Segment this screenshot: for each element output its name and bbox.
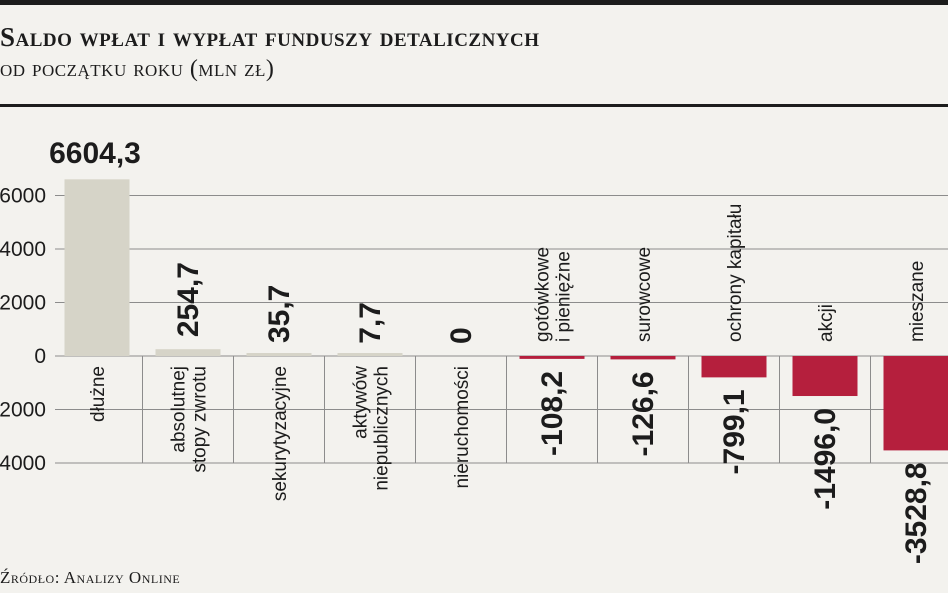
data-label: -799,1 — [718, 389, 751, 474]
category-label: stopy zwrotu — [190, 366, 211, 473]
category-label: sekurytyzacyjne — [270, 366, 291, 501]
category-label: ochrony kapitału — [725, 204, 746, 342]
data-label: -108,2 — [536, 371, 569, 456]
y-tick-label: -2000 — [0, 399, 46, 422]
category-label: i pieniężne — [554, 251, 575, 342]
category-label: dłużne — [88, 366, 109, 422]
data-label: 254,7 — [172, 262, 205, 337]
bar — [155, 349, 221, 356]
category-label: surowcowe — [634, 247, 655, 342]
header-rule — [0, 104, 948, 107]
top-rule — [0, 0, 948, 5]
category-label: akcji — [816, 304, 837, 342]
bar — [610, 356, 676, 360]
chart-subtitle: od początku roku (mln zł) — [0, 56, 275, 82]
category-label: niepublicznych — [372, 366, 393, 491]
data-label: 0 — [445, 327, 478, 344]
category-label: gotówkowe — [533, 247, 554, 342]
category-label: absolutnej — [169, 366, 190, 453]
y-tick-label: -4000 — [0, 452, 46, 475]
data-label: -1496,0 — [809, 408, 842, 510]
bar — [792, 356, 858, 397]
data-label: -126,6 — [627, 371, 660, 456]
y-tick-label: 2000 — [0, 292, 46, 315]
bar — [701, 356, 767, 378]
category-label: aktywów — [351, 366, 372, 439]
data-label: -3528,8 — [900, 462, 933, 564]
data-label: 7,7 — [354, 302, 387, 344]
category-label: nieruchomości — [452, 366, 473, 489]
bar — [519, 356, 585, 359]
data-label: 35,7 — [263, 285, 296, 343]
y-tick-label: 0 — [34, 345, 46, 368]
data-label: 6604,3 — [49, 137, 141, 170]
chart-title: Saldo wpłat i wypłat funduszy detaliczny… — [0, 22, 540, 52]
bar — [64, 179, 130, 356]
category-label: mieszane — [907, 261, 928, 342]
source-note: Źródło: Analizy Online — [0, 568, 181, 587]
bar — [246, 353, 312, 356]
y-tick-label: 6000 — [0, 185, 46, 208]
bar — [883, 356, 948, 451]
y-tick-label: 4000 — [0, 238, 46, 261]
bar — [337, 353, 403, 356]
